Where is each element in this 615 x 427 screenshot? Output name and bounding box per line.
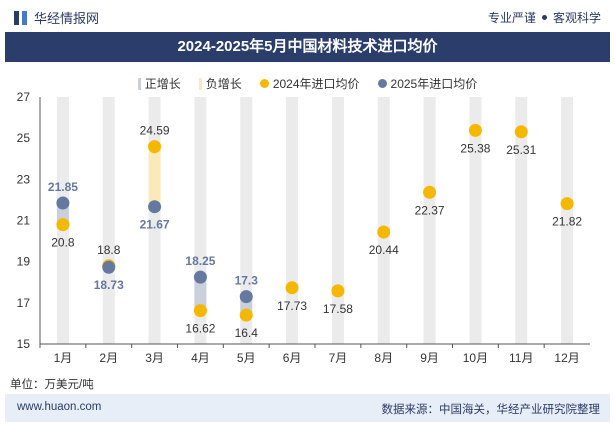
background-column (331, 97, 344, 344)
data-label-2024: 16.4 (235, 326, 259, 340)
background-column (469, 97, 482, 344)
data-label-2024: 18.8 (97, 243, 121, 257)
data-label-2024: 20.44 (369, 243, 399, 257)
tagline-left: 专业严谨 (487, 11, 536, 25)
background-column (102, 97, 115, 344)
chart-title: 2024-2025年5月中国材料技术进口均价 (5, 32, 610, 62)
unit-label: 单位：万美元/吨 (10, 379, 94, 391)
tagline: 专业严谨 客观科学 (488, 9, 601, 26)
data-label-2024: 20.8 (51, 236, 75, 250)
y-tick-label: 17 (17, 296, 31, 310)
legend-item-2024: 2024年进口均价 (259, 75, 360, 92)
x-tick-label: 2月 (99, 351, 118, 365)
point-2025 (239, 290, 253, 304)
x-tick-label: 11月 (509, 351, 533, 365)
brand-logo: 华经情报网 (14, 8, 99, 27)
x-tick-label: 7月 (329, 351, 348, 365)
legend-swatch-negative (198, 77, 202, 90)
logo-text: 华经情报网 (34, 11, 100, 26)
data-label-2024: 16.62 (185, 322, 215, 336)
background-column (377, 97, 390, 344)
legend-swatch-2024 (259, 79, 269, 88)
data-label-2024: 24.59 (140, 124, 170, 138)
background-column (561, 97, 574, 344)
point-2024 (423, 185, 437, 199)
x-tick-label: 8月 (374, 351, 393, 365)
data-label-2024: 25.31 (506, 143, 536, 157)
background-column (423, 97, 436, 344)
point-2025 (56, 196, 70, 210)
separator-dot-icon (541, 15, 547, 20)
point-2024 (239, 308, 253, 322)
y-tick-label: 27 (17, 90, 31, 104)
legend-label-negative: 负增长 (205, 77, 242, 91)
top-bar: 华经情报网 专业严谨 客观科学 (0, 0, 615, 32)
legend-swatch-positive (137, 77, 141, 90)
growth-bar-negative (148, 146, 161, 207)
point-2024 (331, 284, 345, 298)
y-tick-label: 21 (17, 214, 31, 228)
chart-plot: 15 17 19 21 23 25 27 1月 2月 3月 4月 5月 6月 7月 8月 9月 10月 11月 12… (17, 90, 590, 365)
background-column (515, 97, 528, 344)
footer-site: www.huaon.com (17, 401, 102, 413)
x-tick-label: 12月 (554, 351, 579, 365)
x-tick-label: 6月 (283, 351, 302, 365)
point-2024 (56, 218, 70, 232)
footer: www.huaon.com 数据来源：中国海关，华经产业研究院整理 (5, 394, 610, 422)
data-label-2024: 22.37 (415, 203, 445, 217)
y-tick-label: 15 (17, 337, 31, 351)
data-label-2025: 18.25 (185, 254, 215, 268)
tagline-right: 客观科学 (552, 11, 601, 25)
growth-bar-positive (194, 277, 207, 311)
data-label-2024: 17.58 (323, 302, 353, 316)
data-label-2024: 25.38 (460, 141, 490, 155)
point-2024 (560, 197, 574, 211)
x-tick-label: 3月 (145, 351, 164, 365)
x-tick-label: 5月 (237, 351, 256, 365)
y-tick-label: 25 (17, 131, 31, 145)
x-tick-label: 4月 (191, 351, 210, 365)
data-label-2024: 21.82 (552, 215, 582, 229)
point-2025 (102, 260, 116, 274)
data-label-2025: 18.73 (94, 278, 124, 292)
data-label-2025: 17.3 (235, 274, 259, 288)
legend-label-positive: 正增长 (144, 77, 181, 91)
legend-label-2024: 2024年进口均价 (272, 77, 360, 91)
point-2025 (193, 270, 207, 284)
point-2024 (514, 125, 528, 139)
legend-item-negative: 负增长 (198, 75, 242, 92)
x-tick-label: 10月 (463, 351, 488, 365)
x-tick-label: 9月 (420, 351, 439, 365)
point-2025 (148, 200, 162, 214)
background-column (240, 97, 253, 344)
footer-source: 数据来源：中国海关，华经产业研究院整理 (381, 404, 601, 416)
data-label-2025: 21.85 (48, 180, 78, 194)
y-tick-label: 23 (17, 172, 31, 186)
point-2024 (193, 304, 207, 318)
point-2024 (468, 123, 482, 137)
data-label-2025: 21.67 (140, 218, 170, 232)
logo-icon (14, 10, 28, 25)
legend-item-2025: 2025年进口均价 (377, 75, 478, 92)
data-label-2024: 17.73 (277, 299, 307, 313)
point-2024 (377, 225, 391, 239)
chart-legend: 正增长 负增长 2024年进口均价 2025年进口均价 (0, 75, 615, 92)
point-2024 (285, 281, 299, 295)
legend-swatch-2025 (377, 79, 387, 88)
x-tick-label: 1月 (54, 351, 73, 365)
point-2024 (148, 140, 162, 154)
legend-label-2025: 2025年进口均价 (390, 77, 478, 91)
y-tick-label: 19 (17, 255, 31, 269)
legend-item-positive: 正增长 (137, 75, 181, 92)
